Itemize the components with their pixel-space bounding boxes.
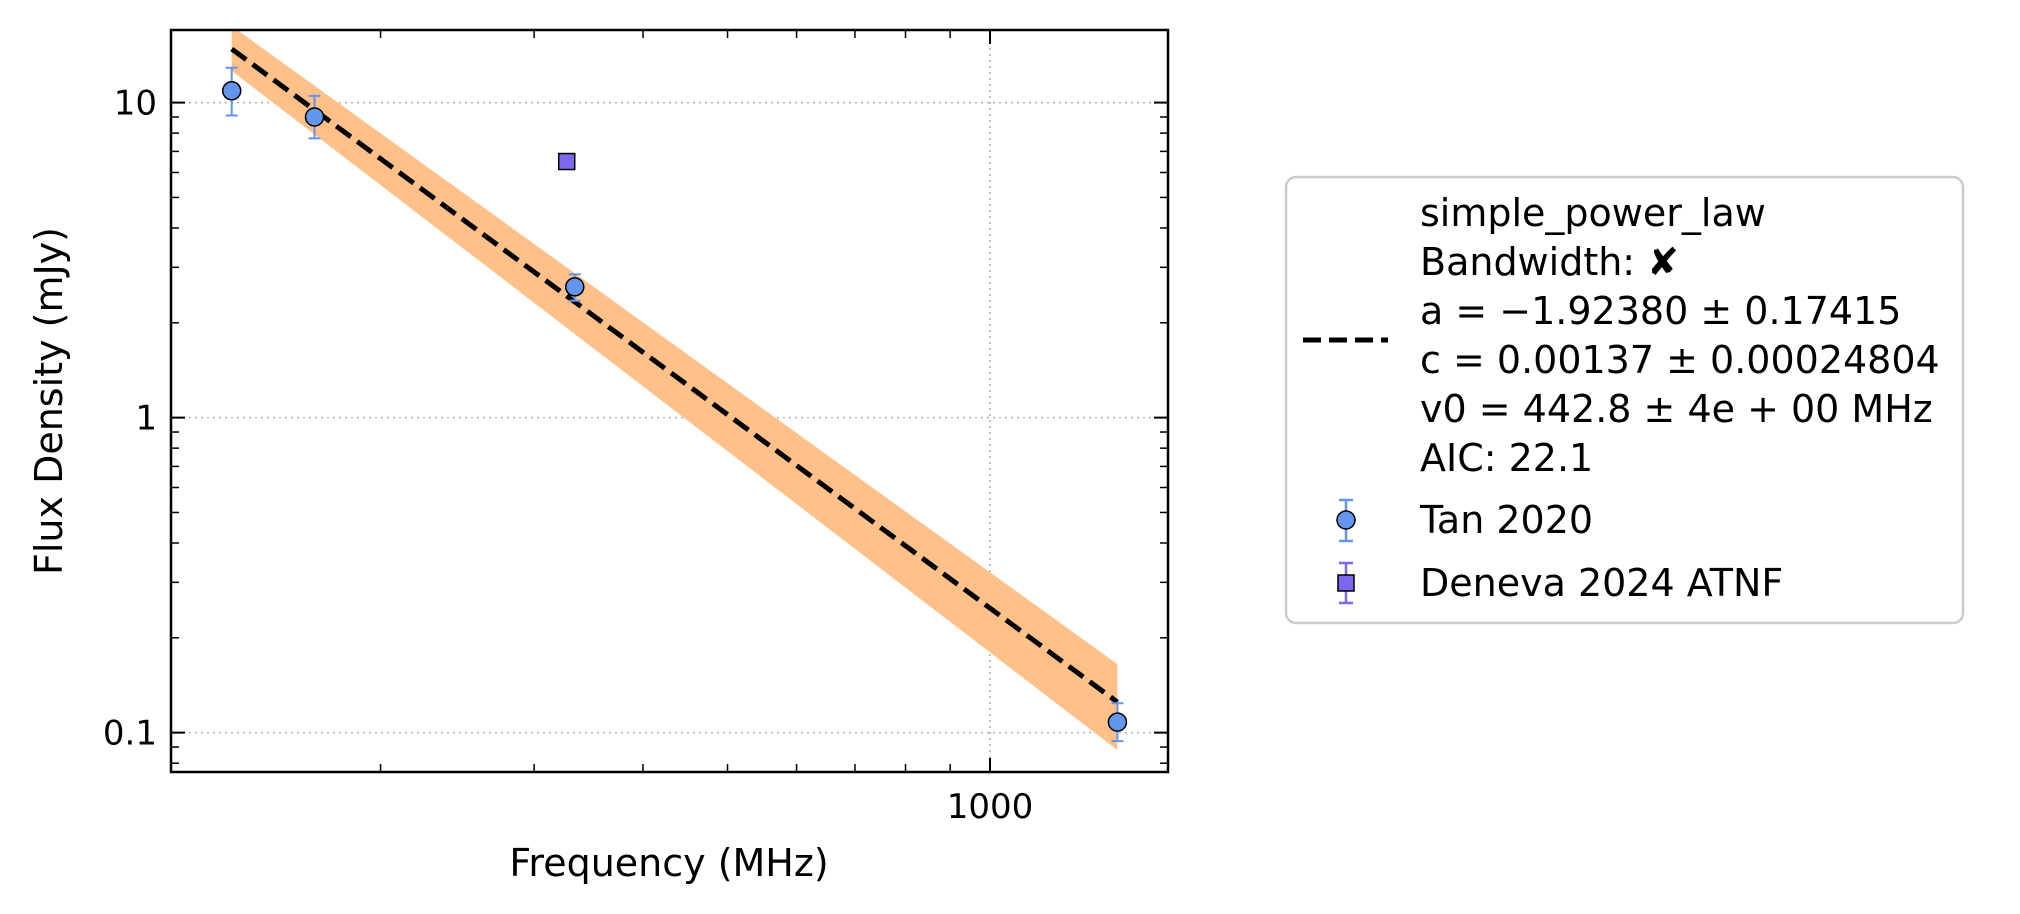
fit-uncertainty-band [231, 30, 1118, 751]
fit-line-group [230, 46, 1119, 705]
data-point-tan-2020 [1107, 702, 1128, 743]
point-marker [565, 277, 585, 297]
y-tick-label: 10 [114, 84, 157, 124]
y-tick-label: 0.1 [103, 714, 157, 754]
legend-fit-param-v0: v0 = 442.8 ± 4e + 00 MHz [1420, 387, 1933, 431]
legend-tan-2020-swatch [1336, 498, 1356, 543]
plot-area-frame [169, 28, 1170, 774]
x-tick-label: 1000 [947, 787, 1034, 827]
axis-ticks [171, 30, 1168, 772]
legend-fit-bandwidth: Bandwidth: ✘ [1420, 240, 1679, 284]
legend-fit-param-a: a = −1.92380 ± 0.17415 [1420, 289, 1901, 333]
data-point-tan-2020 [304, 94, 325, 140]
data-point-tan-2020 [565, 273, 585, 302]
legend-fit-aic: AIC: 22.1 [1420, 436, 1593, 480]
point-marker [1107, 712, 1128, 732]
legend-entry-deneva-2024-atnf: Deneva 2024 ATNF [1420, 561, 1783, 605]
point-marker [221, 81, 242, 101]
legend-deneva-2024-swatch [1337, 561, 1355, 605]
legend: simple_power_law Bandwidth: ✘ a = −1.923… [1284, 175, 1965, 625]
legend-entry-tan-2020: Tan 2020 [1419, 498, 1593, 542]
y-axis-label: Flux Density (mJy) [27, 227, 71, 575]
data-points [221, 66, 1128, 743]
legend-box [1284, 175, 1965, 625]
legend-fit-model: simple_power_law [1420, 191, 1766, 235]
y-tick-label: 1 [135, 399, 157, 439]
fit-line [230, 46, 1119, 705]
point-marker [304, 107, 325, 127]
tick-labels: 0.1 1 10 1000 [103, 84, 1033, 827]
legend-fit-param-c: c = 0.00137 ± 0.00024804 [1420, 338, 1940, 382]
point-marker [557, 152, 576, 171]
data-point-tan-2020 [221, 66, 242, 117]
x-axis-label: Frequency (MHz) [509, 841, 828, 885]
fit-uncertainty-band-group [231, 30, 1118, 751]
data-point-deneva-2024-atnf [557, 152, 576, 171]
